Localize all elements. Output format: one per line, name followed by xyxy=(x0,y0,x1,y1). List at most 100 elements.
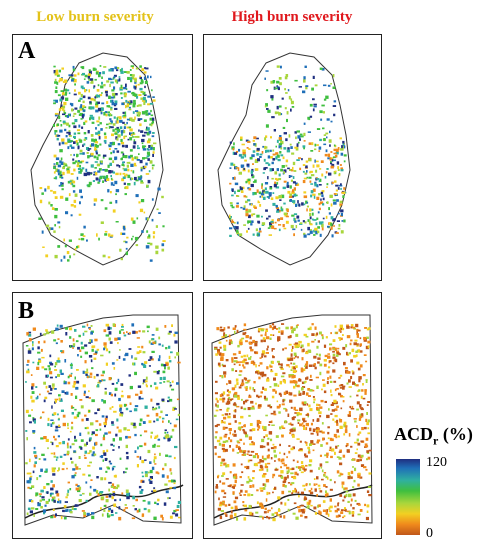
map-pixel xyxy=(305,335,309,338)
map-pixel xyxy=(154,435,159,438)
map-pixel xyxy=(48,498,50,502)
map-pixel xyxy=(266,336,270,340)
map-pixel xyxy=(66,131,70,134)
map-pixel xyxy=(55,376,57,379)
map-pixel xyxy=(340,187,342,190)
map-pixel xyxy=(345,428,348,432)
map-pixel xyxy=(64,88,68,92)
map-pixel xyxy=(346,449,350,453)
map-pixel xyxy=(228,422,232,425)
map-pixel xyxy=(352,326,356,329)
map-pixel xyxy=(58,134,61,137)
map-pixel xyxy=(337,187,340,190)
map-pixel xyxy=(254,462,258,466)
map-pixel xyxy=(84,427,87,430)
map-pixel xyxy=(220,510,224,512)
map-pixel xyxy=(58,467,60,471)
map-pixel xyxy=(144,157,148,159)
map-pixel xyxy=(214,452,217,456)
map-pixel xyxy=(329,343,333,346)
row-label-b: B xyxy=(18,298,35,324)
map-pixel xyxy=(350,324,354,327)
map-pixel xyxy=(340,167,343,170)
map-pixel xyxy=(58,184,61,187)
map-pixel xyxy=(326,136,328,139)
map-pixel xyxy=(347,415,351,417)
map-pixel xyxy=(338,174,341,177)
map-pixel xyxy=(254,464,259,467)
map-pixel xyxy=(117,143,121,146)
map-pixel xyxy=(332,339,336,342)
map-b-high-svg xyxy=(211,314,373,526)
map-pixel xyxy=(224,504,228,507)
map-pixel xyxy=(319,430,322,433)
map-pixel xyxy=(294,146,298,149)
map-pixel xyxy=(80,66,83,68)
map-pixel xyxy=(43,436,47,440)
map-pixel xyxy=(138,396,141,400)
map-pixel xyxy=(289,380,294,384)
map-pixel xyxy=(72,385,76,388)
map-pixel xyxy=(365,379,368,381)
map-pixel xyxy=(330,438,334,442)
map-pixel xyxy=(295,325,298,329)
map-pixel xyxy=(259,464,263,469)
map-pixel xyxy=(219,501,223,504)
map-pixel xyxy=(86,426,89,430)
map-pixel xyxy=(343,219,346,223)
map-pixel xyxy=(354,452,358,454)
map-pixel xyxy=(111,89,115,92)
map-pixel xyxy=(89,172,93,174)
map-panel-a-low xyxy=(12,34,193,281)
map-pixel xyxy=(252,362,256,366)
map-pixel xyxy=(173,482,176,485)
map-pixel xyxy=(288,490,291,493)
map-pixel xyxy=(67,140,70,143)
map-pixel xyxy=(214,446,217,449)
map-pixel xyxy=(271,161,274,165)
map-pixel xyxy=(330,389,332,393)
map-pixel xyxy=(87,155,90,159)
map-pixel xyxy=(73,112,77,115)
map-pixel xyxy=(78,91,81,95)
map-pixel xyxy=(313,363,316,366)
map-pixel xyxy=(292,161,296,166)
map-pixel xyxy=(114,79,118,83)
map-pixel xyxy=(254,343,258,347)
map-pixel xyxy=(108,68,112,72)
map-pixel xyxy=(66,453,69,456)
map-pixel xyxy=(215,380,218,383)
map-pixel xyxy=(72,161,76,165)
map-pixel xyxy=(80,105,82,108)
map-pixel xyxy=(173,424,177,428)
map-pixel xyxy=(315,431,319,434)
map-pixel xyxy=(67,422,69,427)
map-pixel xyxy=(319,331,322,335)
map-pixel xyxy=(57,413,59,416)
map-pixel xyxy=(144,80,148,84)
map-pixel xyxy=(339,324,343,328)
map-pixel xyxy=(106,449,109,453)
map-pixel xyxy=(84,344,88,347)
map-pixel xyxy=(158,355,161,359)
map-pixel xyxy=(232,491,235,495)
map-pixel xyxy=(242,451,246,454)
map-pixel xyxy=(25,430,28,432)
map-pixel xyxy=(245,210,249,214)
map-pixel xyxy=(263,511,267,514)
map-pixel xyxy=(134,176,137,181)
map-pixel xyxy=(57,245,61,248)
map-pixel xyxy=(253,389,256,393)
map-pixel xyxy=(320,198,322,201)
map-pixel xyxy=(364,389,367,392)
map-pixel xyxy=(110,513,114,517)
map-pixel xyxy=(267,437,270,440)
map-pixel xyxy=(149,461,152,464)
map-pixel xyxy=(82,100,85,104)
map-pixel xyxy=(271,219,274,222)
map-pixel xyxy=(72,158,75,161)
map-pixel xyxy=(353,342,357,346)
map-pixel xyxy=(266,455,270,459)
map-pixel xyxy=(314,339,316,341)
map-pixel xyxy=(53,499,56,503)
